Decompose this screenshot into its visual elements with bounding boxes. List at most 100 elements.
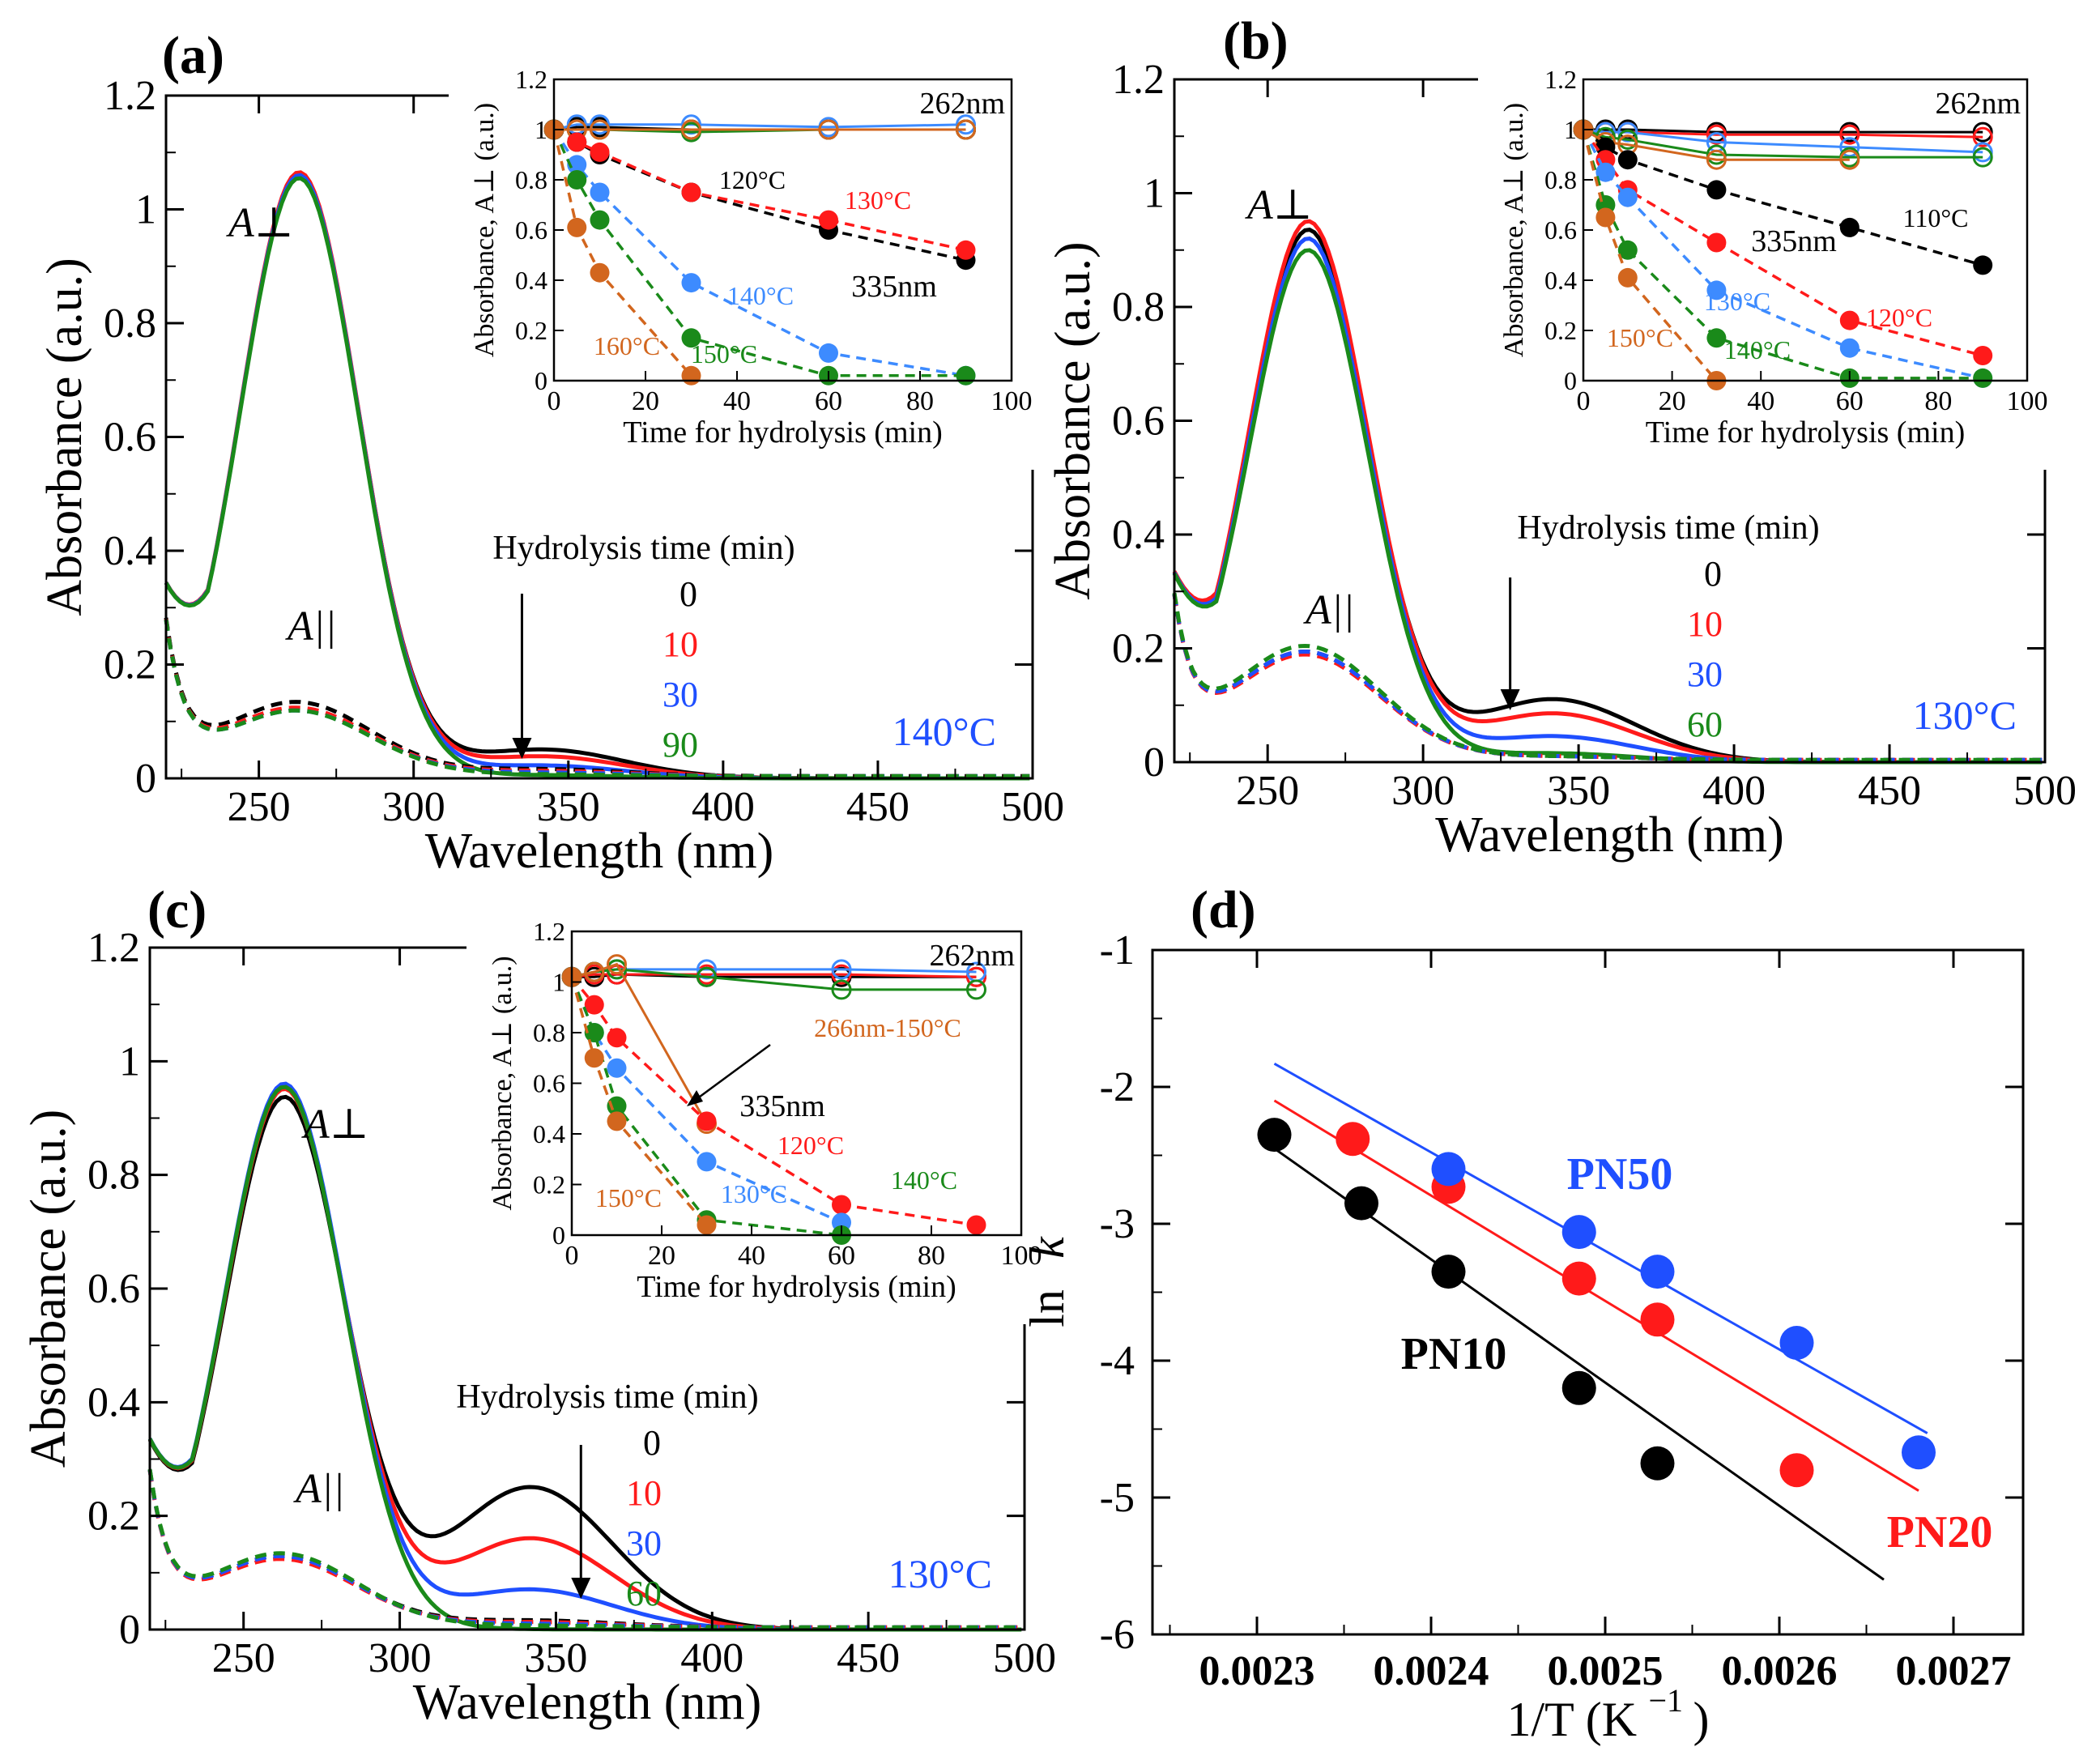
series-label-PN10: PN10 bbox=[1401, 1329, 1507, 1379]
inset-temp-label: 120°C bbox=[777, 1131, 844, 1160]
inset-x-tick-label: 80 bbox=[906, 386, 934, 416]
y-tick-label: 1 bbox=[1144, 171, 1165, 217]
y-tick-label: 1.2 bbox=[104, 73, 156, 119]
inset-y-axis-label: Absorbance, A⊥ (a.u.) bbox=[1499, 103, 1529, 357]
inset-open-point bbox=[1839, 149, 1860, 170]
x-tick-label: 400 bbox=[680, 1635, 743, 1681]
inset-filled-point bbox=[819, 343, 838, 363]
x-tick-label: 0.0027 bbox=[1896, 1648, 2012, 1694]
inset-y-tick-label: 1 bbox=[535, 115, 547, 144]
inset-open-point bbox=[1706, 144, 1727, 165]
spectrum-par-60min bbox=[1172, 592, 2043, 762]
inset-filled-point bbox=[1839, 217, 1860, 237]
series-label-PN20: PN20 bbox=[1887, 1507, 1993, 1557]
spectrum-par-90min bbox=[164, 619, 1030, 778]
inset-x-tick-label: 80 bbox=[1924, 386, 1952, 416]
inset-y-tick-label: 0.6 bbox=[1544, 215, 1577, 245]
x-axis-label-superscript: −1 bbox=[1649, 1682, 1684, 1719]
inset-filled-point bbox=[590, 182, 610, 202]
inset-335nm-line bbox=[1582, 129, 1718, 382]
inset-filled-point bbox=[1706, 232, 1727, 253]
inset-y-tick-label: 0.4 bbox=[515, 266, 547, 295]
inset-open-point bbox=[831, 959, 852, 980]
legend-item-0min: 0 bbox=[679, 574, 697, 614]
y-tick-label: 1 bbox=[119, 1038, 140, 1084]
y-tick-label: 0.8 bbox=[87, 1153, 140, 1199]
panel-label: (d) bbox=[1191, 880, 1256, 940]
y-tick-label: 0.2 bbox=[104, 642, 156, 688]
inset-label-335nm: 335nm bbox=[739, 1089, 825, 1123]
inset-temp-label: 140°C bbox=[891, 1165, 957, 1195]
legend-item-0min: 0 bbox=[1704, 554, 1722, 594]
inset-open-point bbox=[607, 954, 627, 975]
inset-open-point bbox=[966, 966, 986, 987]
inset-filled-point bbox=[1973, 346, 1993, 365]
legend-item-10min: 10 bbox=[626, 1473, 662, 1513]
inset-open-point bbox=[681, 114, 701, 135]
inset-y-tick-label: 1.2 bbox=[1544, 65, 1577, 94]
y-tick-label: -1 bbox=[1100, 927, 1135, 974]
x-tick-label: 0.0024 bbox=[1374, 1648, 1489, 1694]
inset-open-point bbox=[584, 961, 605, 982]
y-tick-label: 0 bbox=[119, 1607, 140, 1653]
data-point-PN50 bbox=[1779, 1326, 1814, 1361]
inset-262nm-line bbox=[1583, 128, 1983, 159]
x-axis-label: Wavelength (nm) bbox=[413, 1675, 762, 1730]
inset-y-tick-label: 0 bbox=[535, 366, 547, 395]
inset-y-tick-label: 0 bbox=[1564, 366, 1577, 395]
inset-filled-point bbox=[681, 273, 701, 293]
inset-y-tick-label: 1.2 bbox=[533, 917, 565, 946]
inset-filled-point bbox=[567, 217, 587, 237]
inset-y-tick-label: 0.8 bbox=[533, 1018, 565, 1047]
inset-x-tick-label: 40 bbox=[738, 1241, 765, 1271]
inset-x-tick-label: 20 bbox=[632, 386, 659, 416]
x-tick-label: 350 bbox=[1547, 768, 1610, 814]
legend-item-60min: 60 bbox=[626, 1574, 662, 1613]
inset-filled-point bbox=[966, 1215, 986, 1235]
x-axis-label: 1/T (K bbox=[1507, 1693, 1638, 1746]
data-point-PN10 bbox=[1344, 1186, 1378, 1221]
arrow-head bbox=[512, 738, 532, 759]
panel-label: (c) bbox=[147, 880, 207, 940]
inset-open-point bbox=[1972, 142, 1993, 163]
inset-temp-label: 160°C bbox=[594, 331, 660, 360]
inset-open-point bbox=[607, 959, 627, 980]
inset-label-262nm: 262nm bbox=[1935, 87, 2021, 121]
inset-filled-point bbox=[681, 328, 701, 348]
inset-filled-point bbox=[832, 1195, 851, 1215]
x-tick-label: 300 bbox=[1391, 768, 1455, 814]
inset-label-335nm: 335nm bbox=[851, 270, 937, 304]
inset-filled-point bbox=[1706, 180, 1727, 200]
data-point-PN50 bbox=[1902, 1435, 1936, 1470]
inset-open-point bbox=[956, 119, 976, 140]
inset-335nm-line bbox=[570, 976, 977, 1227]
inset-open-point bbox=[1617, 121, 1638, 143]
x-tick-label: 500 bbox=[993, 1635, 1056, 1681]
inset-y-tick-label: 0.4 bbox=[1544, 266, 1577, 295]
label-a-par: A|| bbox=[285, 603, 336, 650]
y-tick-label: 1.2 bbox=[1112, 57, 1165, 103]
inset-filled-point bbox=[567, 132, 587, 152]
inset-open-point bbox=[1972, 126, 1993, 147]
legend-item-90min: 90 bbox=[662, 725, 698, 765]
inset-open-point bbox=[966, 979, 986, 1000]
data-point-PN20 bbox=[1640, 1302, 1675, 1337]
y-tick-label: 0.8 bbox=[104, 300, 156, 347]
inset-x-tick-label: 0 bbox=[1577, 386, 1591, 416]
x-tick-label: 400 bbox=[692, 784, 755, 830]
panel-a: (a)250 300 350 400 450 50000.20.40.60.811.2Wa… bbox=[37, 26, 1064, 879]
inset-filled-point bbox=[1595, 162, 1616, 182]
label-a-par: A|| bbox=[293, 1466, 344, 1512]
inset-filled-point bbox=[819, 210, 838, 230]
inset-filled-point bbox=[1595, 207, 1616, 228]
panel-b: (b)250 300 350 400 450 50000.20.40.60.811.2Wa… bbox=[1046, 11, 2077, 863]
panel-label: (a) bbox=[162, 26, 224, 85]
panel-label: (b) bbox=[1223, 11, 1289, 70]
label-a-par: A|| bbox=[1303, 587, 1354, 633]
y-tick-label: -4 bbox=[1100, 1338, 1135, 1384]
inset-x-tick-label: 60 bbox=[815, 386, 842, 416]
data-point-PN20 bbox=[1336, 1122, 1370, 1157]
fit-line-PN50 bbox=[1273, 1062, 1928, 1434]
inset-x-axis-label: Time for hydrolysis (min) bbox=[1646, 415, 1965, 450]
